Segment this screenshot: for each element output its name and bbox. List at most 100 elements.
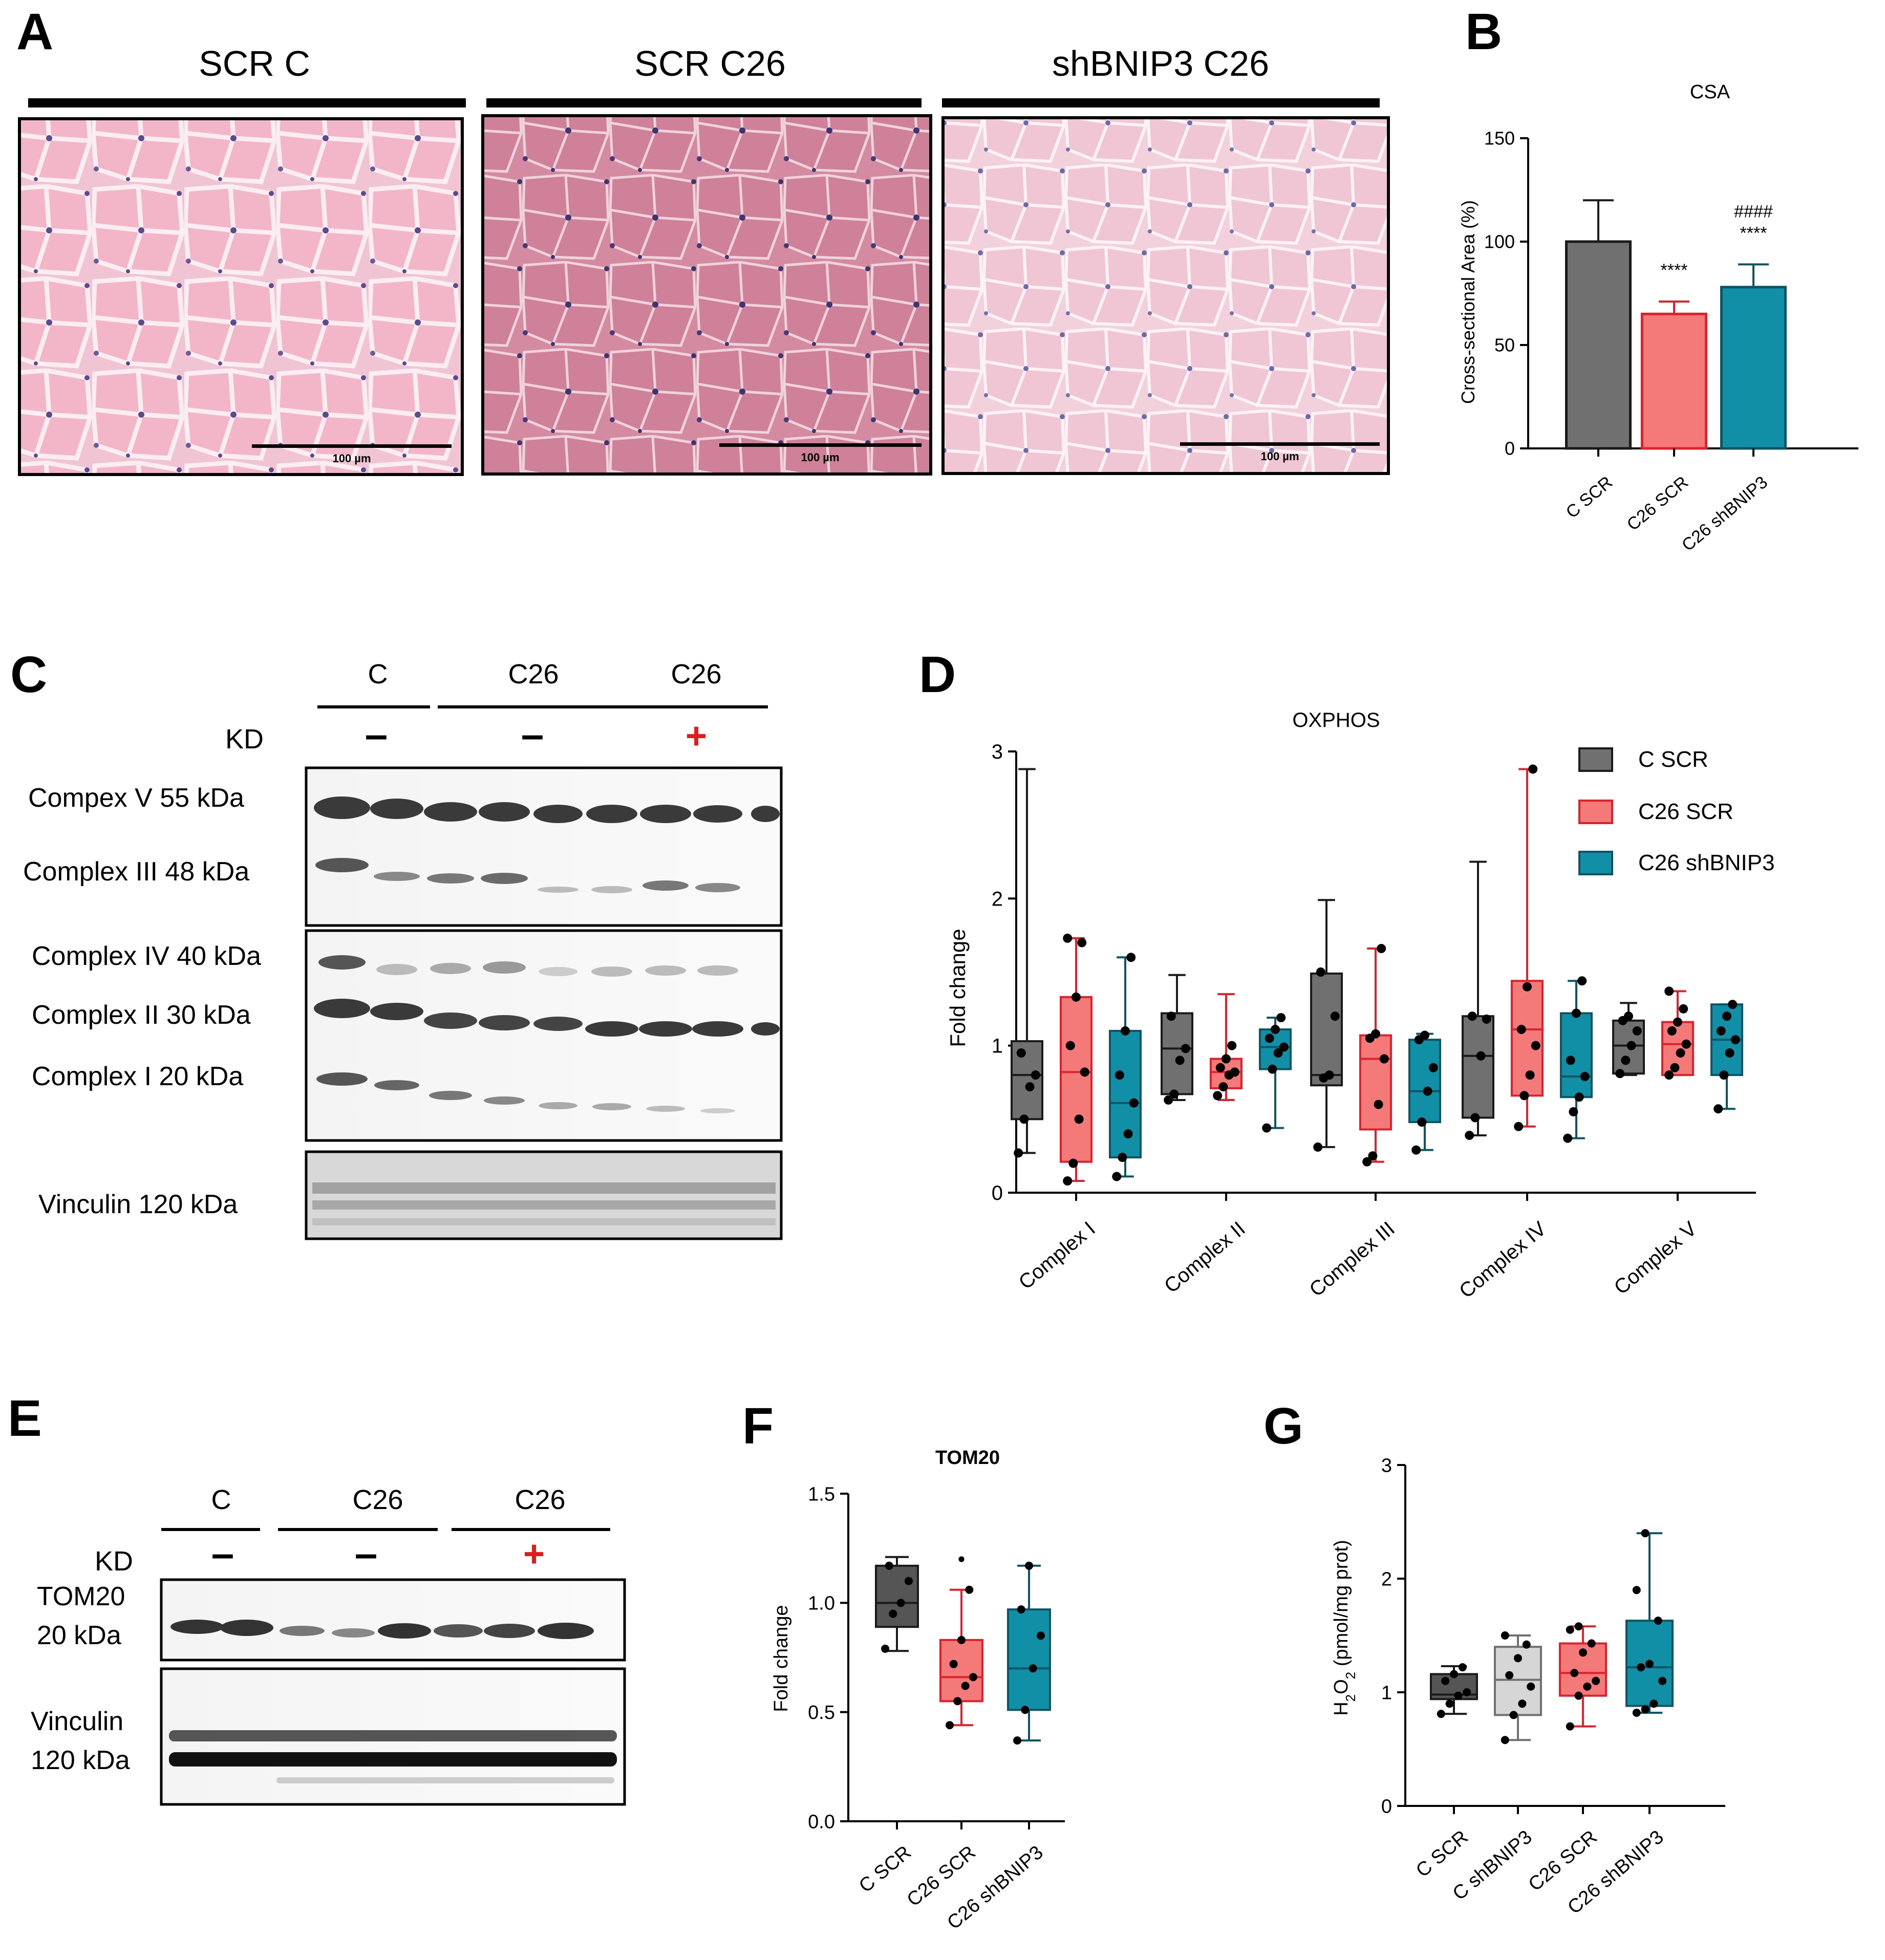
data-point (1227, 1041, 1237, 1050)
data-point (1169, 1089, 1179, 1099)
data-point (1463, 1688, 1471, 1696)
data-point (1673, 1017, 1682, 1027)
data-point (1670, 1063, 1680, 1072)
y-tick-label: 150 (1484, 128, 1515, 149)
data-point (961, 1682, 970, 1690)
data-point (1017, 1605, 1025, 1614)
group-label-scr-c: SCR C (199, 44, 310, 83)
data-point (1025, 1561, 1033, 1570)
data-point (1722, 1011, 1731, 1021)
kd-mark-c26-kd: + (686, 716, 707, 757)
band-label-tom20-kda: 20 kDa (37, 1621, 121, 1650)
data-point (1126, 953, 1136, 962)
data-point (1637, 1663, 1645, 1672)
data-point (957, 1635, 966, 1644)
data-point (1641, 1529, 1650, 1538)
data-point (1118, 1153, 1127, 1162)
x-tick-label: C26 SCR (1623, 472, 1692, 534)
data-point (889, 1609, 897, 1618)
data-point (1465, 1130, 1474, 1140)
band-label-complex-iii: Complex III 48 kDa (23, 857, 249, 887)
data-point (1181, 1044, 1190, 1053)
data-point (1454, 1691, 1463, 1700)
significance-label: **** (1740, 223, 1767, 243)
data-point (1213, 1091, 1223, 1101)
data-point (1377, 944, 1386, 954)
panel-c: C C C26 C26 KD – – + Compex V 55 kDa Com… (10, 646, 783, 1240)
data-point (1218, 1082, 1228, 1092)
data-point (1528, 764, 1538, 774)
group-label-shbnip3-c26: shBNIP3 C26 (1052, 44, 1269, 83)
data-point (1518, 1699, 1527, 1708)
data-point (1077, 938, 1087, 947)
outlier-point (958, 1556, 965, 1562)
data-point (1065, 1041, 1075, 1050)
data-point (896, 1599, 905, 1607)
band-label-vinculin: Vinculin 120 kDa (38, 1190, 238, 1219)
data-point (1420, 1030, 1429, 1040)
data-point (1514, 1654, 1522, 1663)
data-point (1730, 1035, 1740, 1045)
chart-csa: 0 50 100 150 CSA Cross-sectional Area (%) ****… (1458, 81, 1858, 555)
data-point (1632, 1708, 1641, 1717)
y-tick-label: 3 (1381, 1455, 1392, 1476)
data-point (1476, 1051, 1486, 1061)
data-point (1068, 1158, 1078, 1168)
lane-group-bar (452, 1528, 610, 1531)
legend-swatch (1578, 800, 1613, 824)
data-point (1271, 1025, 1280, 1035)
data-point (1123, 1129, 1133, 1139)
data-point (1566, 1056, 1575, 1065)
legend-label: C SCR (1638, 747, 1708, 772)
legend-label: C26 SCR (1638, 799, 1733, 824)
x-tick-label: C26 shBNIP3 (1678, 472, 1771, 555)
data-point (1374, 1100, 1383, 1109)
data-point (1570, 1669, 1579, 1677)
panel-letter-f: F (742, 1397, 774, 1455)
data-point (1658, 1676, 1667, 1685)
western-blot-oxphos-top (305, 766, 783, 927)
y-tick-label: 50 (1494, 335, 1515, 356)
band-label-complex-ii: Complex II 30 kDa (32, 1000, 251, 1030)
western-blot-vinculin (160, 1667, 626, 1806)
western-blot-vinculin (305, 1150, 783, 1240)
y-tick-label: 0 (992, 1182, 1003, 1204)
data-point (1063, 1176, 1073, 1186)
data-point (1641, 1705, 1650, 1714)
lane-group-label-c: C (368, 659, 388, 690)
data-point (1445, 1699, 1454, 1708)
box (939, 1639, 983, 1703)
panel-e: E C C26 C26 KD – – + TOM20 20 kDa Vincul… (8, 1390, 626, 1806)
scale-bar-label: 100 µm (332, 452, 371, 465)
panel-d: D 0 1 2 3 OXPHOS Fold change Complex I Complex … (919, 646, 1775, 1303)
y-tick-label: 0 (1505, 438, 1515, 459)
data-point (1632, 1026, 1642, 1036)
data-point (1362, 1157, 1372, 1167)
data-point (1566, 1625, 1574, 1634)
data-point (1664, 1070, 1674, 1080)
data-point (949, 1660, 958, 1668)
lane-group-label-c26-kd: C26 (671, 659, 721, 690)
data-point (1265, 1033, 1274, 1043)
box (1109, 1029, 1142, 1159)
data-point (1279, 1042, 1289, 1052)
data-point (1230, 1067, 1239, 1077)
band-label-tom20: TOM20 (37, 1582, 125, 1611)
data-point (1667, 1026, 1677, 1036)
bar (1641, 312, 1707, 450)
data-point (969, 1673, 977, 1682)
y-tick-label: 2 (1381, 1568, 1392, 1590)
group-bar-scr-c (28, 98, 466, 107)
panel-b: B 0 50 100 150 CSA Cross-sectional Area (%) **… (1458, 3, 1858, 555)
data-point (1129, 1098, 1139, 1108)
y-tick-label: 1 (992, 1035, 1003, 1058)
kd-mark-c: – (211, 1531, 234, 1576)
data-point (1719, 1070, 1729, 1080)
data-point (1063, 933, 1073, 943)
data-point (1029, 1664, 1037, 1673)
data-point (1330, 1011, 1340, 1021)
y-axis-label: Cross-sectional Area (%) (1458, 200, 1479, 404)
y-tick-label: 100 (1484, 231, 1515, 252)
band-label-complex-v: Compex V 55 kDa (28, 783, 244, 813)
